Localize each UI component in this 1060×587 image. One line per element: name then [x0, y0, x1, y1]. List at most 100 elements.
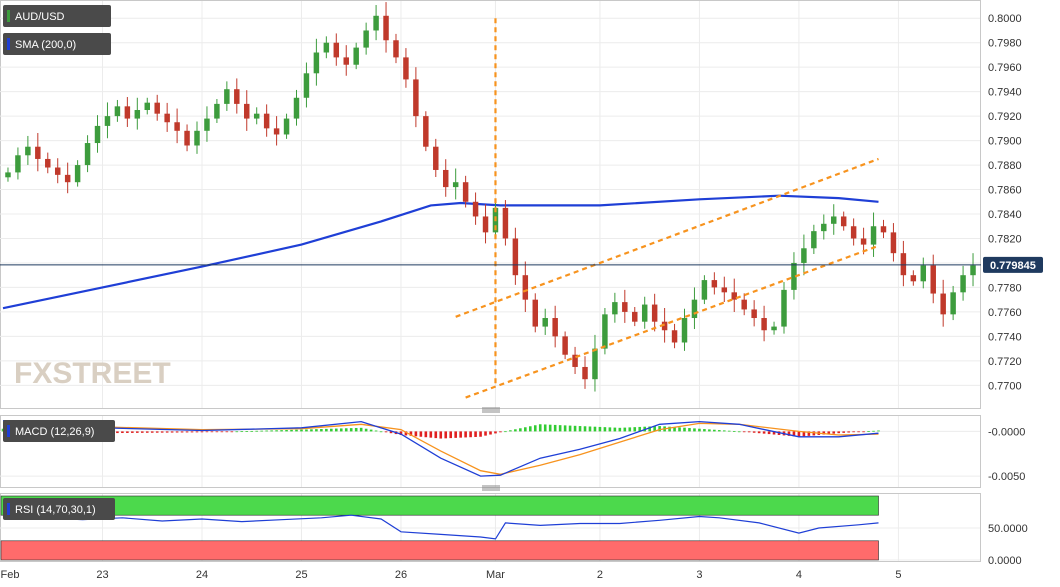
macd-histogram-bar	[150, 431, 154, 433]
sma-label[interactable]: SMA (200,0)	[3, 33, 111, 55]
macd-histogram-bar	[524, 427, 527, 432]
candle-body	[383, 15, 389, 41]
macd-histogram-bar	[633, 427, 637, 432]
date-tick-label: Feb	[1, 569, 20, 581]
macd-histogram-bar	[310, 429, 313, 432]
candle-body	[54, 167, 61, 175]
rsi-label[interactable]: RSI (14,70,30,1)	[3, 498, 115, 520]
price-tick-label: 0.7760	[988, 307, 1022, 319]
macd-histogram-bar	[220, 431, 224, 433]
macd-tick-label: -0.0050	[988, 471, 1025, 483]
candle-body	[204, 118, 210, 131]
macd-histogram-bar	[359, 427, 363, 432]
macd-histogram-bar	[235, 431, 239, 433]
macd-histogram-bar	[479, 431, 482, 437]
candle-body	[900, 253, 907, 276]
candle-body	[641, 304, 648, 322]
macd-histogram-bar	[862, 431, 865, 433]
candle-body	[940, 293, 946, 315]
candle-body	[761, 318, 767, 331]
candle-body	[771, 326, 777, 331]
macd-histogram-bar	[678, 427, 681, 432]
macd-histogram-bar	[857, 431, 860, 433]
macd-histogram-bar	[364, 428, 368, 432]
macd-label[interactable]: MACD (12,26,9)	[3, 420, 115, 442]
macd-histogram-bar	[658, 426, 661, 432]
candle-body	[751, 309, 757, 319]
splitter-handle-rsi[interactable]	[482, 485, 500, 491]
macd-histogram-bar	[200, 431, 204, 433]
macd-histogram-bar	[145, 431, 149, 433]
candle-body	[144, 102, 150, 111]
macd-histogram-bar	[285, 430, 288, 432]
sma-label-text: SMA (200,0)	[15, 39, 76, 51]
candle-body	[781, 289, 787, 327]
date-tick-label: 26	[395, 569, 407, 581]
candle-body	[532, 299, 539, 327]
candle-body	[821, 223, 827, 232]
candle-body	[661, 321, 668, 331]
channel-lower-line	[465, 244, 879, 399]
price-tick-label: 0.7720	[988, 356, 1022, 368]
macd-histogram-bar	[384, 431, 388, 433]
symbol-label[interactable]: AUD/USD	[3, 5, 111, 27]
date-tick-label: 25	[295, 569, 307, 581]
candle-body	[681, 318, 688, 343]
macd-histogram-bar	[533, 425, 537, 432]
candle-body	[184, 130, 190, 146]
candle-body	[154, 102, 160, 114]
macd-histogram-bar	[827, 431, 831, 435]
macd-histogram-bar	[509, 430, 512, 432]
candle-body	[910, 275, 917, 282]
candle-body	[94, 125, 101, 144]
candle-body	[433, 146, 439, 170]
macd-histogram-bar	[563, 425, 567, 432]
macd-histogram-bar	[275, 430, 278, 432]
macd-panel-frame	[0, 415, 981, 488]
candle-body	[651, 304, 658, 322]
macd-histogram-bar	[573, 425, 577, 432]
macd-histogram-bar	[519, 428, 522, 432]
macd-histogram-bar	[737, 431, 741, 433]
macd-histogram-bar	[424, 431, 428, 438]
price-tick-label: 0.7940	[988, 87, 1022, 99]
macd-histogram-bar	[349, 428, 353, 432]
macd-histogram-bar	[718, 430, 721, 432]
macd-histogram-bar	[668, 426, 671, 432]
candle-body	[502, 207, 509, 239]
macd-histogram-bar	[757, 431, 761, 434]
candle-body	[442, 169, 449, 188]
macd-histogram-bar	[195, 431, 199, 433]
candle-body	[840, 216, 847, 227]
macd-histogram-bar	[648, 426, 651, 432]
price-tick-label: 0.7860	[988, 185, 1022, 197]
candle-body	[552, 318, 558, 337]
candle-body	[572, 354, 578, 367]
candle-body	[462, 182, 469, 202]
candles	[5, 2, 976, 392]
candle-body	[423, 116, 429, 147]
candle-body	[15, 155, 21, 173]
current-price-tag: 0.779845	[983, 256, 1043, 273]
candle-body	[801, 248, 807, 263]
candle-body	[691, 299, 698, 319]
macd-histogram-bar	[807, 431, 811, 436]
macd-histogram-bar	[494, 431, 497, 434]
macd-histogram-bar	[638, 426, 642, 432]
candle-body	[114, 106, 121, 117]
candle-body	[64, 174, 71, 183]
candle-body	[164, 113, 170, 123]
date-tick-label: 5	[895, 569, 901, 581]
macd-histogram-bar	[628, 427, 632, 432]
macd-histogram-bar	[305, 429, 308, 432]
macd-histogram-bar	[822, 431, 826, 435]
candle-body	[353, 47, 359, 65]
candle-body	[333, 42, 340, 58]
macd-histogram-bar	[543, 424, 547, 432]
splitter-handle-macd[interactable]	[482, 407, 500, 413]
date-tick-label: 4	[796, 569, 802, 581]
macd-histogram-bar	[300, 429, 303, 432]
channel-upper-line	[455, 157, 879, 318]
candle-body	[124, 106, 131, 119]
